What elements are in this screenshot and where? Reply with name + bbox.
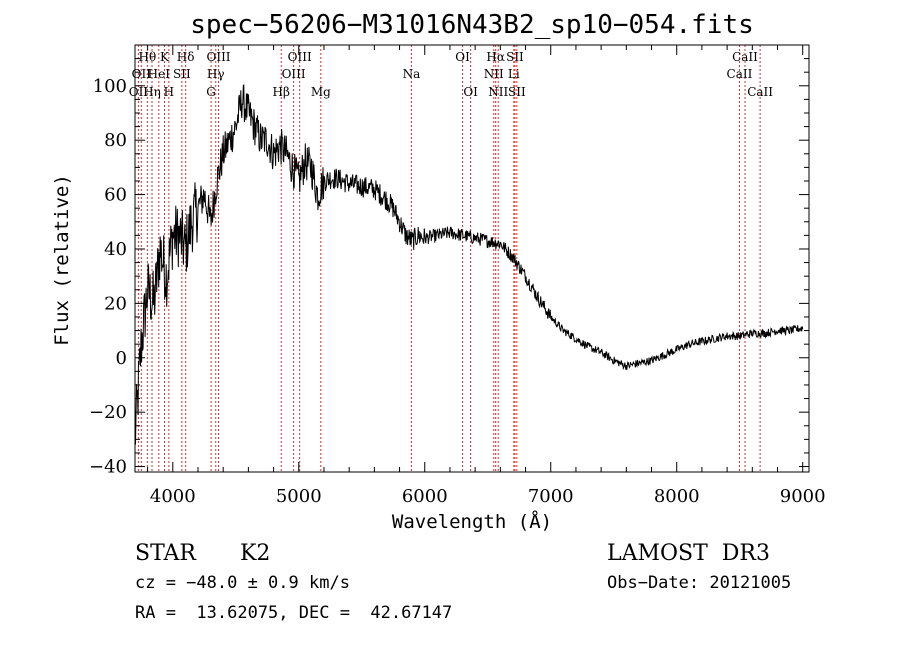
line-label: HeI <box>148 67 171 81</box>
object-subclass: K2 <box>240 541 270 566</box>
line-label: Hα <box>486 50 505 64</box>
x-axis-label: Wavelength (Å) <box>392 510 552 533</box>
line-label: OI <box>455 50 470 64</box>
line-label: OIII <box>288 50 312 64</box>
line-label: CaII <box>727 67 753 81</box>
line-label: OII <box>132 67 152 81</box>
y-tick-label: 60 <box>104 185 127 206</box>
x-tick-label: 5000 <box>276 486 322 507</box>
y-tick-label: −40 <box>89 457 127 478</box>
y-tick-label: −20 <box>89 402 127 423</box>
x-tick-label: 7000 <box>528 486 574 507</box>
y-tick-label: 40 <box>104 239 127 260</box>
line-label: OII <box>129 85 149 99</box>
line-label: CaII <box>732 50 758 64</box>
line-label: OI <box>463 85 478 99</box>
x-tick-label: 8000 <box>654 486 700 507</box>
line-label: SII <box>506 50 524 64</box>
y-axis-label: Flux (relative) <box>51 174 73 346</box>
y-tick-label: 0 <box>116 348 127 369</box>
line-label: G <box>206 85 216 99</box>
y-axis: −40 −20 0 20 40 60 80 100 <box>89 58 809 478</box>
x-axis: 4000 5000 6000 7000 8000 9000 <box>147 45 826 507</box>
line-label: Hγ <box>207 67 225 81</box>
line-label: OIII <box>206 50 230 64</box>
y-tick-label: 100 <box>93 76 127 97</box>
x-tick-label: 6000 <box>402 486 448 507</box>
redshift-cz: cz = −48.0 ± 0.9 km/s <box>135 573 350 593</box>
line-label: K <box>160 50 170 64</box>
line-label: NII <box>484 67 504 81</box>
plot-frame <box>134 44 810 473</box>
x-tick-label: 4000 <box>150 486 196 507</box>
line-label: Na <box>403 67 421 81</box>
line-label: Li <box>508 67 520 81</box>
y-tick-label: 80 <box>104 130 127 151</box>
flux-series-line <box>134 84 804 445</box>
line-label: CaII <box>747 85 773 99</box>
line-label: NII <box>488 85 508 99</box>
spectral-line-markers <box>137 45 761 472</box>
line-label: SII <box>173 67 191 81</box>
line-label: OIII <box>282 67 306 81</box>
line-label: Hη <box>143 85 161 99</box>
line-label: Mg <box>311 85 331 99</box>
line-label: Hβ <box>273 85 290 99</box>
line-label: H <box>164 85 174 99</box>
survey-name: LAMOST DR3 <box>607 541 770 566</box>
ra-dec-coordinates: RA = 13.62075, DEC = 42.67147 <box>135 603 452 623</box>
y-tick-label: 20 <box>104 293 127 314</box>
x-tick-label: 9000 <box>780 486 826 507</box>
spectral-line-labels: OII OII Hθ Hη HeI K H SII Hδ G Hγ OIII Hβ OIII OIII Mg N… <box>129 50 774 99</box>
object-class: STAR <box>135 541 197 566</box>
observation-date: Obs−Date: 20121005 <box>607 573 791 593</box>
line-label: Hδ <box>177 50 195 64</box>
line-label: SII <box>508 85 526 99</box>
line-label: Hθ <box>138 50 156 64</box>
chart-title: spec−56206−M31016N43B2_sp10−054.fits <box>190 10 754 40</box>
